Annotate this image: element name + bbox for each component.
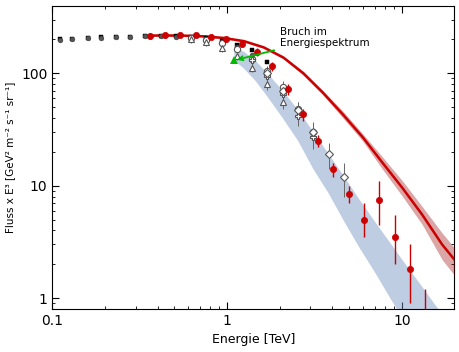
X-axis label: Energie [TeV]: Energie [TeV] xyxy=(211,333,294,346)
Y-axis label: Fluss x E³ [GeV² m⁻² s⁻¹ sr⁻¹]: Fluss x E³ [GeV² m⁻² s⁻¹ sr⁻¹] xyxy=(6,82,16,233)
Text: Bruch im
Energiespektrum: Bruch im Energiespektrum xyxy=(239,27,369,60)
